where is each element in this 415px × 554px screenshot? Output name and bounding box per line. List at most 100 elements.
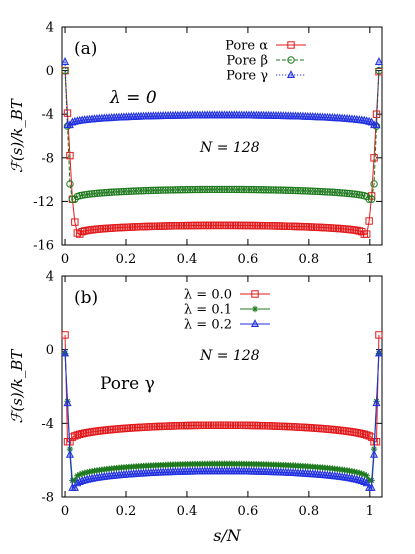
data-point [360, 430, 368, 439]
legend-label: λ = 0.2 [184, 318, 232, 333]
data-point [71, 432, 79, 440]
legend-marker [287, 41, 295, 49]
data-point [88, 190, 96, 198]
data-point [61, 331, 69, 339]
data-point [318, 187, 327, 196]
plot-frame [61, 26, 383, 246]
data-point [306, 187, 314, 195]
data-point [79, 470, 86, 477]
x-tick-label: 0.4 [177, 504, 198, 519]
data-point [264, 186, 273, 194]
data-point [313, 187, 322, 196]
x-tick-label: 0.4 [177, 252, 198, 267]
data-point [367, 195, 376, 203]
data-point [156, 186, 165, 194]
data-point [215, 185, 224, 194]
data-point [66, 151, 74, 160]
data-point [333, 188, 341, 197]
data-point [326, 188, 334, 196]
x-tick-label: 0.6 [238, 252, 259, 267]
data-point [117, 187, 126, 196]
data-point [76, 430, 84, 439]
y-tick-label: 0 [46, 343, 54, 358]
data-point [176, 186, 185, 194]
x-axis-label: s/N [213, 526, 242, 545]
data-point [269, 186, 278, 194]
data-point [120, 187, 128, 196]
data-point [218, 185, 226, 194]
data-point [348, 190, 356, 198]
data-point [365, 195, 373, 203]
y-axis-label: ℱ(s)/k_BT [8, 349, 26, 424]
data-point [186, 185, 194, 194]
data-point [174, 186, 182, 194]
data-point [363, 472, 370, 479]
x-tick-label: 0.2 [116, 504, 137, 519]
data-point [361, 471, 368, 478]
data-point [179, 186, 187, 194]
data-point [375, 331, 383, 339]
data-point [321, 188, 329, 196]
data-point [122, 187, 131, 196]
data-point [98, 189, 106, 197]
data-point [61, 66, 69, 75]
data-point [301, 187, 310, 195]
x-tick-label: 0 [61, 252, 69, 267]
data-point [365, 432, 373, 440]
legend-marker [250, 319, 260, 328]
data-point [161, 186, 170, 194]
data-point [63, 398, 72, 407]
data-point [95, 189, 104, 197]
annotation-lambda: λ = 0 [109, 88, 157, 108]
data-point [152, 186, 160, 195]
data-point [323, 188, 332, 196]
legend-label: Pore β [226, 54, 268, 69]
data-point [210, 185, 219, 194]
x-tick-label: 1 [366, 504, 374, 519]
plot-frame [61, 275, 383, 498]
data-point [90, 189, 99, 198]
data-point [76, 471, 83, 478]
data-point [375, 350, 383, 357]
data-point [70, 482, 79, 491]
data-point [73, 229, 82, 237]
data-point [242, 185, 251, 194]
data-point [374, 348, 383, 357]
data-point [235, 185, 243, 194]
data-point [220, 185, 229, 194]
data-point [372, 122, 381, 130]
data-point [370, 154, 378, 162]
data-point [93, 189, 101, 198]
data-point [78, 227, 86, 236]
data-point [370, 449, 379, 458]
data-point [183, 185, 192, 194]
data-point [351, 468, 358, 475]
data-point [137, 187, 145, 195]
data-point [73, 431, 82, 439]
data-point [149, 186, 158, 195]
panel-b: -8 -4 0 4 0 0.2 0.4 0.6 0.8 1 ℱ(s)/k_BT s/N (b) Pore … [8, 270, 383, 545]
data-point [80, 191, 89, 199]
y-tick-label: -8 [41, 151, 54, 166]
data-point [61, 56, 70, 65]
data-point [343, 189, 351, 198]
legend-marker [287, 56, 295, 64]
data-point [311, 187, 319, 195]
data-point [107, 188, 116, 196]
data-point [171, 186, 180, 194]
data-point [286, 186, 295, 195]
data-point [233, 185, 241, 194]
data-point [103, 188, 111, 197]
data-point [304, 187, 312, 195]
data-point [240, 185, 248, 194]
data-point [272, 186, 280, 194]
data-point [196, 185, 204, 194]
data-point [100, 189, 108, 197]
data-point [110, 188, 118, 196]
data-point [372, 398, 381, 407]
data-point [85, 190, 94, 198]
data-point [299, 187, 307, 195]
data-point [372, 438, 381, 446]
data-point [78, 191, 86, 199]
